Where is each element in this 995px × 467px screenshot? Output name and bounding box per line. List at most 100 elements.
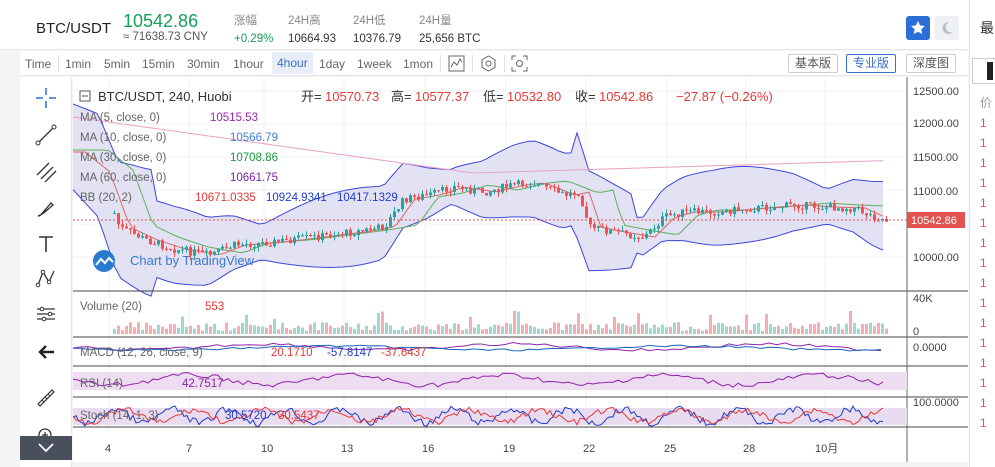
time-tick: 16 [422,443,434,455]
rsi-label: RSI (14) [80,378,123,390]
divider [504,55,505,72]
settings-icon[interactable] [480,55,497,72]
collapse-legend-icon[interactable] [79,90,91,102]
high-value: 10577.37 [415,89,469,104]
drawing-toolbar [20,77,72,467]
panel-row: 1 [980,256,987,270]
panel-title: 最 [980,20,994,36]
pattern-icon[interactable] [35,267,57,289]
bb-label: BB (20, 2) [80,192,132,204]
pane-separators [73,77,968,462]
divider [472,55,473,72]
ma60-label: MA (60, close, 0) [80,172,166,184]
panel-row: 1 [980,176,987,190]
market-header: BTC/USDT 10542.86 ≈ 71638.73 CNY 涨幅 +0.2… [0,0,968,50]
view-depth-button[interactable]: 深度图 [906,54,957,73]
last-price-tag [907,212,965,228]
stoch-k-line [72,405,884,427]
stoch-tick: 100.0000 [913,397,959,409]
divider [58,55,59,72]
time-tick: 4 [105,443,111,455]
stat-label: 24H量 [419,15,452,27]
time-tick: 25 [664,443,676,455]
pair-name: BTC/USDT [36,20,111,37]
collapse-toolbar-button[interactable] [20,436,72,460]
bollinger-band [72,103,884,297]
panel-scroll-indicator [987,62,993,80]
view-pro-button[interactable]: 专业版 [846,54,897,73]
star-icon [911,21,925,34]
high-label: 高= [391,89,412,104]
panel-rows: 价 1 1 1 1 1 1 1 1 1 1 1 1 1 1 1 1 [980,93,992,433]
time-tick: 19 [503,443,515,455]
volume-tick: 0 [913,326,919,338]
trendline-icon[interactable] [35,124,57,146]
interval-5min[interactable]: 5min [104,57,131,71]
panel-row: 1 [980,356,987,370]
fibonacci-icon[interactable] [35,161,57,183]
text-icon[interactable] [35,233,57,255]
crosshair-icon[interactable] [35,87,57,109]
panel-row: 1 [980,336,987,350]
bb-value-basis: 10671.0335 [195,192,256,204]
macd-line [72,341,882,352]
interval-1min[interactable]: 1min [65,57,92,71]
chart-canvas[interactable]: 12500.00 12000.00 11500.00 11000.00 1000… [72,77,968,462]
ma10-line [73,151,884,255]
cny-price: ≈ 71638.73 CNY [123,31,208,43]
panel-row: 1 [980,116,987,130]
theme-toggle-button[interactable] [935,16,959,40]
macd-value-line: -57.8147 [327,347,372,359]
chevron-down-icon [38,443,54,453]
ruler-icon[interactable] [35,387,57,409]
volume-tick: 40K [913,293,933,305]
low-label: 低= [483,89,504,104]
interval-1mon[interactable]: 1mon [403,57,434,71]
stat-change: 涨幅 +0.29% [234,12,273,45]
bb-value-upper: 10924.9341 [266,192,327,204]
interval-time[interactable]: Time [25,57,52,71]
brush-icon[interactable] [35,198,57,220]
measure-icon[interactable] [35,303,57,325]
back-arrow-icon[interactable] [35,341,57,363]
panel-row: 1 [980,296,987,310]
time-tick: 28 [743,443,755,455]
open-value: 10570.73 [325,89,379,104]
indicator-icon[interactable] [448,55,465,72]
stat-label: 24H高 [288,15,321,27]
volume-label: Volume (20) [80,301,142,313]
watermark: Chart by TradingView [130,253,255,268]
panel-row: 1 [980,396,987,410]
orderbook-panel: 最 价 1 1 1 1 1 1 1 1 1 1 1 1 1 1 1 1 [969,0,995,467]
macd-label: MACD (12, 26, close, 9) [80,347,203,359]
interval-4hour[interactable]: 4hour [272,52,313,74]
stat-value: 10664.93 [288,33,336,45]
volume-bars [113,310,888,334]
time-tick: 22 [583,443,595,455]
price-tick: 12500.00 [913,86,959,98]
price-tick: 10000.00 [913,252,959,264]
interval-1hour[interactable]: 1hour [233,57,264,71]
price-axis: 12500.00 12000.00 11500.00 11000.00 1000… [907,86,965,409]
divider [440,55,441,72]
interval-1day[interactable]: 1day [319,57,346,71]
interval-15min[interactable]: 15min [142,57,175,71]
symbol-legend: BTC/USDT, 240, Huobi [98,89,232,104]
open-label: 开= [301,89,322,104]
price-chart[interactable]: 12500.00 12000.00 11500.00 11000.00 1000… [72,77,968,462]
panel-row: 1 [980,136,987,150]
screenshot-icon[interactable] [511,55,528,72]
interval-30min[interactable]: 30min [187,57,220,71]
stat-value: 25,656 BTC [419,33,481,45]
stat-value: +0.29% [234,33,274,45]
last-price: 10542.86 [123,11,199,31]
view-basic-button[interactable]: 基本版 [788,54,839,73]
ma60-value: 10661.75 [230,172,278,184]
stat-label: 涨幅 [234,15,257,27]
panel-row: 价 [980,96,993,110]
favorite-button[interactable] [906,16,930,40]
interval-1week[interactable]: 1week [357,57,392,71]
ma60-line [72,116,884,174]
panel-row: 1 [980,376,987,390]
bb-value-lower: 10417.1329 [337,192,398,204]
